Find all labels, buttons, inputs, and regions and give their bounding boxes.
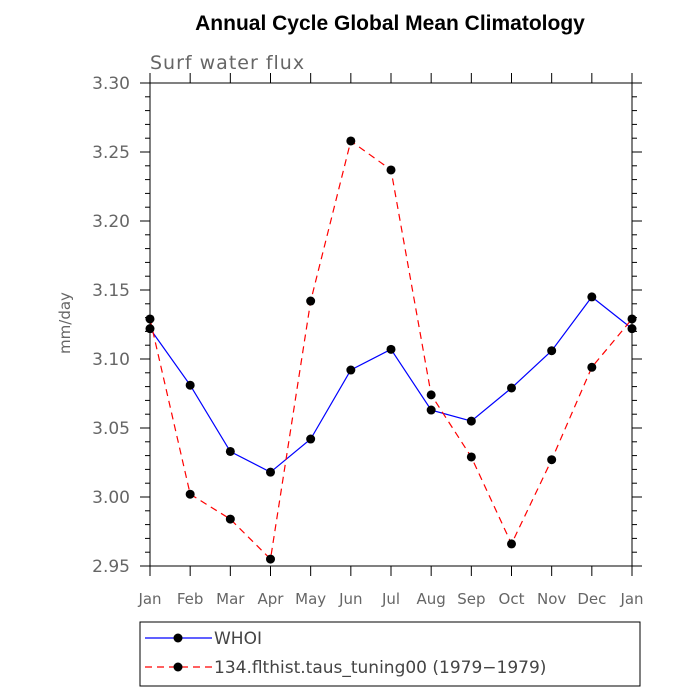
y-tick-label: 2.95 [92,557,130,577]
data-point-0 [185,380,195,390]
data-point-1 [225,514,235,524]
data-point-1 [266,554,275,564]
data-point-0 [306,434,316,444]
y-tick-label: 3.05 [92,419,130,439]
y-tick-label: 3.20 [92,212,130,232]
legend-marker-0 [173,633,183,643]
data-point-0 [587,292,597,302]
x-tick-label: Mar [216,590,245,608]
y-tick-label: 3.30 [92,74,130,94]
series-layer [145,136,637,564]
data-point-0 [426,405,436,415]
data-point-1 [145,314,155,324]
data-point-1 [346,136,356,146]
chart-subtitle: Surf water flux [150,52,305,74]
legend-label-1: 134.flthist.taus_tuning00 (1979−1979) [214,658,546,678]
legend: WHOI 134.flthist.taus_tuning00 (1979−1979… [139,621,641,687]
x-tick-label: Nov [537,590,566,608]
data-point-1 [306,296,316,306]
plot-frame [149,82,633,567]
data-point-0 [266,467,275,477]
chart-title: Annual Cycle Global Mean Climatology [195,12,585,35]
y-tick-label: 3.10 [92,350,130,370]
x-tick-label: Sep [457,590,485,608]
data-point-1 [426,390,436,400]
y-tick-label: 3.25 [92,143,130,163]
y-tick-label: 3.00 [92,488,130,508]
legend-box [139,621,641,687]
data-point-1 [466,452,476,462]
y-tick-label: 3.15 [92,281,130,301]
x-tick-label: May [295,590,326,608]
data-point-1 [185,489,195,499]
data-point-0 [145,324,155,334]
data-point-0 [466,416,476,426]
x-tick-label: Jul [381,590,400,608]
x-tick-label: Dec [577,590,606,608]
data-point-1 [547,455,557,465]
data-point-1 [627,314,637,324]
axes: 3.30 3.25 3.20 3.15 3.10 3.05 3.00 2.95 Jan Feb Ma… [92,73,644,608]
x-tick-label: Aug [417,590,446,608]
legend-label-0: WHOI [214,629,262,649]
x-tick-label: Jun [338,590,362,608]
data-point-0 [386,344,396,354]
data-point-1 [587,362,597,372]
data-point-0 [507,383,516,393]
data-point-1 [507,539,516,549]
data-point-1 [386,165,396,175]
series-line-0 [149,296,633,473]
data-point-0 [346,365,356,375]
x-tick-label: Apr [258,590,285,608]
x-tick-label: Oct [499,590,525,608]
data-point-0 [547,346,557,356]
x-tick-label: Jan [137,590,161,608]
data-point-0 [627,324,637,334]
y-axis-label: mm/day [56,292,74,354]
x-tick-label: Jan [619,590,643,608]
x-tick-label: Feb [177,590,204,608]
data-point-0 [225,446,235,456]
legend-marker-1 [173,662,183,672]
